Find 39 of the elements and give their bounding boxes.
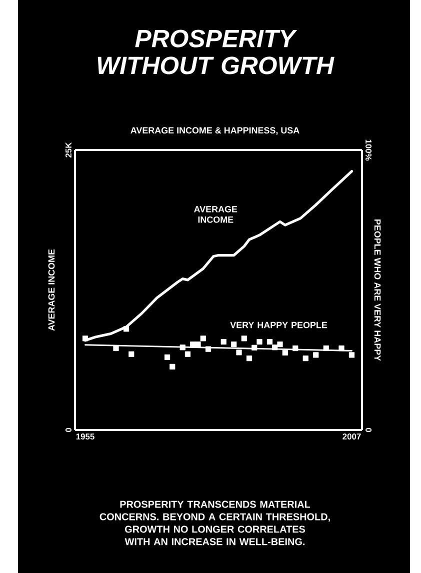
- point: [348, 352, 355, 358]
- point: [277, 342, 283, 348]
- y2-tick-label: 0: [366, 428, 372, 432]
- point: [241, 336, 247, 342]
- text: AVERAGE INCOME: [194, 206, 238, 223]
- point: [292, 345, 298, 352]
- point: [256, 339, 262, 345]
- x-tick-label: 2007: [342, 434, 361, 440]
- point: [236, 350, 242, 356]
- point: [231, 342, 237, 348]
- point: [252, 344, 258, 350]
- chart-title: PROSPERITY WITHOUT GROWTH: [98, 30, 334, 74]
- point: [323, 345, 329, 352]
- point: [302, 356, 308, 362]
- point: [200, 336, 206, 342]
- text: PROSPERITY TRANSCENDS MATERIAL CONCERNS. BEYOND A CERTAIN THRESHOLD, GROWTH NO LONGER CORRELATES WITH AN INCREASE IN WELL-BEING.: [100, 500, 330, 546]
- point: [123, 326, 130, 332]
- y-tick-label: 25K: [65, 142, 72, 158]
- point: [184, 351, 191, 357]
- series-label: VERY HAPPY PEOPLE: [230, 322, 328, 328]
- point: [195, 342, 201, 348]
- chart-subtitle: AVERAGE INCOME & HAPPINESS, USA: [130, 127, 300, 135]
- point: [246, 356, 252, 362]
- point: [266, 339, 273, 345]
- point: [272, 344, 278, 350]
- y2-tick-label: 100%: [366, 140, 372, 161]
- point: [338, 345, 344, 352]
- point: [180, 344, 186, 350]
- y2-axis-title: PEOPLE WHO ARE VERY HAPPY: [374, 220, 381, 361]
- point: [282, 350, 288, 356]
- y-axis-title: AVERAGE INCOME: [48, 249, 55, 331]
- point: [170, 364, 176, 370]
- point: [220, 339, 226, 345]
- x-tick-label: 1955: [76, 434, 94, 440]
- point: [313, 352, 319, 358]
- point: [164, 354, 170, 360]
- point: [128, 351, 134, 357]
- point: [205, 346, 212, 352]
- point: [82, 336, 88, 342]
